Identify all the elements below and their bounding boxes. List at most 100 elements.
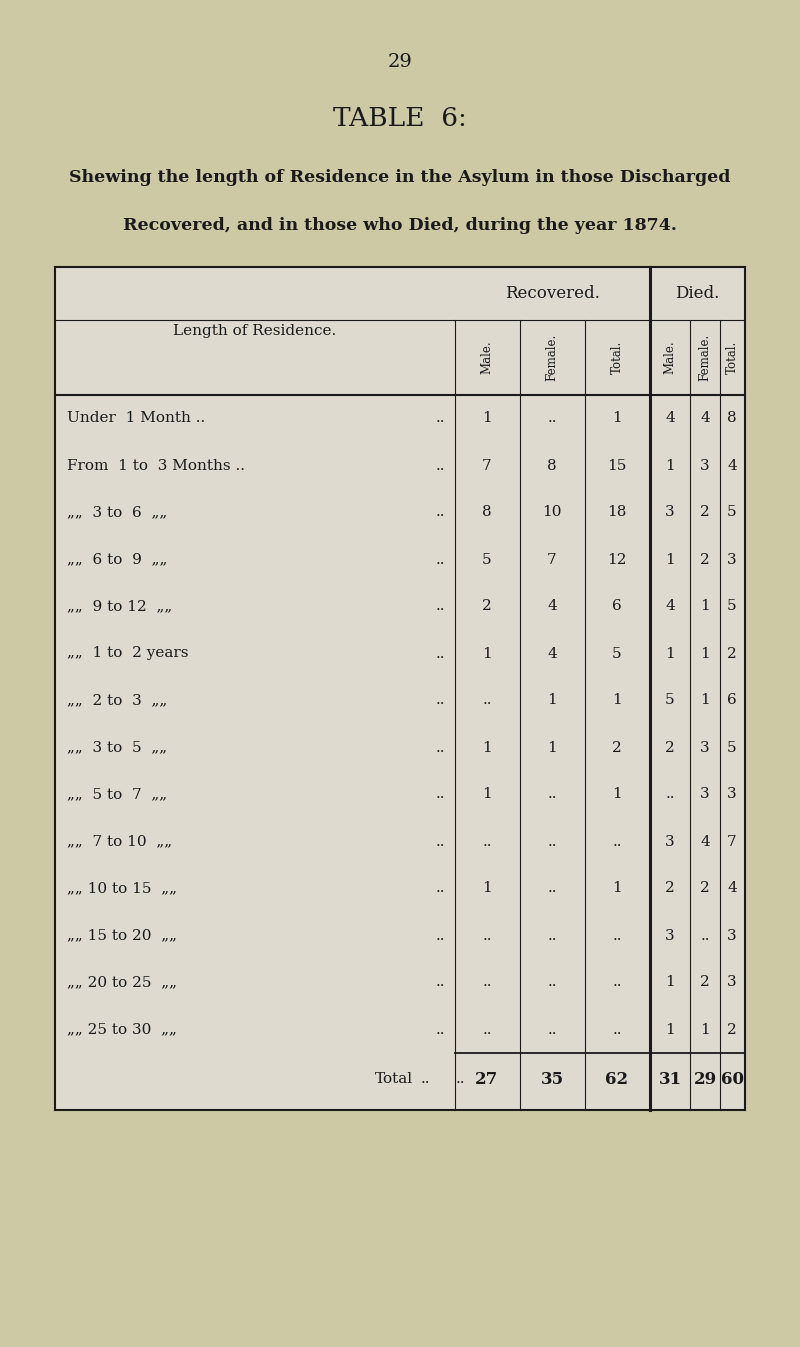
Text: 1: 1	[547, 741, 557, 754]
Text: 1: 1	[612, 411, 622, 426]
Text: 7: 7	[727, 835, 737, 849]
Text: 5: 5	[482, 552, 492, 567]
Text: 3: 3	[665, 835, 675, 849]
Text: „„ 10 to 15  „„: „„ 10 to 15 „„	[67, 881, 177, 896]
Text: 4: 4	[700, 411, 710, 426]
Text: 1: 1	[665, 1022, 675, 1036]
Text: ..: ..	[435, 458, 445, 473]
Text: ..: ..	[455, 1072, 465, 1086]
Text: 5: 5	[727, 599, 737, 613]
Text: 60: 60	[721, 1071, 743, 1087]
Text: 4: 4	[700, 835, 710, 849]
Text: 1: 1	[665, 458, 675, 473]
Text: Died.: Died.	[675, 284, 719, 302]
Text: ..: ..	[612, 835, 622, 849]
Text: ..: ..	[547, 835, 557, 849]
Text: „„  6 to  9  „„: „„ 6 to 9 „„	[67, 552, 167, 567]
Text: „„  2 to  3  „„: „„ 2 to 3 „„	[67, 694, 167, 707]
Text: Length of Residence.: Length of Residence.	[174, 325, 337, 338]
Text: 4: 4	[727, 458, 737, 473]
Text: 4: 4	[665, 411, 675, 426]
Text: 1: 1	[700, 647, 710, 660]
Text: 3: 3	[727, 552, 737, 567]
Text: TABLE  6:: TABLE 6:	[333, 105, 467, 131]
Text: Female.: Female.	[546, 333, 558, 381]
Text: 8: 8	[482, 505, 492, 520]
Text: ..: ..	[435, 505, 445, 520]
Text: 62: 62	[606, 1071, 629, 1087]
Text: ..: ..	[482, 975, 492, 990]
Text: 1: 1	[482, 647, 492, 660]
Text: „„  3 to  6  „„: „„ 3 to 6 „„	[67, 505, 167, 520]
Text: 8: 8	[727, 411, 737, 426]
Text: 1: 1	[612, 788, 622, 801]
Text: 4: 4	[547, 599, 557, 613]
Text: 2: 2	[700, 975, 710, 990]
Text: 1: 1	[700, 694, 710, 707]
Text: 1: 1	[482, 881, 492, 896]
Text: 31: 31	[658, 1071, 682, 1087]
Text: ..: ..	[482, 1022, 492, 1036]
Text: ..: ..	[547, 928, 557, 943]
Text: ..: ..	[547, 1022, 557, 1036]
Text: ..: ..	[700, 928, 710, 943]
Text: 10: 10	[542, 505, 562, 520]
Text: ..: ..	[482, 694, 492, 707]
Text: 3: 3	[700, 741, 710, 754]
Text: 1: 1	[665, 975, 675, 990]
Text: 2: 2	[665, 741, 675, 754]
Text: ..: ..	[435, 599, 445, 613]
Text: ..: ..	[612, 1022, 622, 1036]
Text: 2: 2	[727, 1022, 737, 1036]
Text: ..: ..	[547, 788, 557, 801]
Text: ..: ..	[435, 647, 445, 660]
Text: ..: ..	[435, 741, 445, 754]
Text: ..: ..	[435, 694, 445, 707]
Text: ..: ..	[435, 975, 445, 990]
Text: „„ 25 to 30  „„: „„ 25 to 30 „„	[67, 1022, 177, 1036]
Text: 1: 1	[612, 881, 622, 896]
Text: Under  1 Month ..: Under 1 Month ..	[67, 411, 206, 426]
Text: 6: 6	[612, 599, 622, 613]
Text: „„  3 to  5  „„: „„ 3 to 5 „„	[67, 741, 167, 754]
Text: Shewing the length of Residence in the Asylum in those Discharged: Shewing the length of Residence in the A…	[70, 170, 730, 186]
Text: Male.: Male.	[663, 341, 677, 374]
Text: „„ 20 to 25  „„: „„ 20 to 25 „„	[67, 975, 177, 990]
Text: 3: 3	[700, 788, 710, 801]
Text: 1: 1	[665, 647, 675, 660]
Text: 5: 5	[727, 741, 737, 754]
Text: 4: 4	[665, 599, 675, 613]
Text: 4: 4	[547, 647, 557, 660]
Text: 2: 2	[700, 552, 710, 567]
Text: 3: 3	[727, 788, 737, 801]
Text: 5: 5	[727, 505, 737, 520]
Text: Male.: Male.	[481, 341, 494, 374]
Text: 3: 3	[727, 975, 737, 990]
Text: „„  5 to  7  „„: „„ 5 to 7 „„	[67, 788, 167, 801]
Text: 3: 3	[665, 928, 675, 943]
Text: 6: 6	[727, 694, 737, 707]
Text: 1: 1	[482, 741, 492, 754]
Text: Recovered, and in those who Died, during the year 1874.: Recovered, and in those who Died, during…	[123, 217, 677, 233]
Text: „„  9 to 12  „„: „„ 9 to 12 „„	[67, 599, 172, 613]
Text: ..: ..	[666, 788, 674, 801]
Text: 2: 2	[700, 505, 710, 520]
Text: 15: 15	[607, 458, 626, 473]
Text: 5: 5	[612, 647, 622, 660]
Text: ..: ..	[435, 1022, 445, 1036]
Text: ..: ..	[435, 835, 445, 849]
Text: 2: 2	[665, 881, 675, 896]
Text: ..: ..	[420, 1072, 430, 1086]
Text: ..: ..	[547, 881, 557, 896]
Text: „„  7 to 10  „„: „„ 7 to 10 „„	[67, 835, 172, 849]
Text: 1: 1	[612, 694, 622, 707]
Text: 27: 27	[475, 1071, 498, 1087]
Text: From  1 to  3 Months ..: From 1 to 3 Months ..	[67, 458, 245, 473]
Text: 5: 5	[665, 694, 675, 707]
Text: ..: ..	[547, 411, 557, 426]
Text: 7: 7	[482, 458, 492, 473]
Text: Total.: Total.	[610, 341, 623, 373]
Text: 1: 1	[547, 694, 557, 707]
Text: „„ 15 to 20  „„: „„ 15 to 20 „„	[67, 928, 177, 943]
Text: Recovered.: Recovered.	[505, 284, 599, 302]
